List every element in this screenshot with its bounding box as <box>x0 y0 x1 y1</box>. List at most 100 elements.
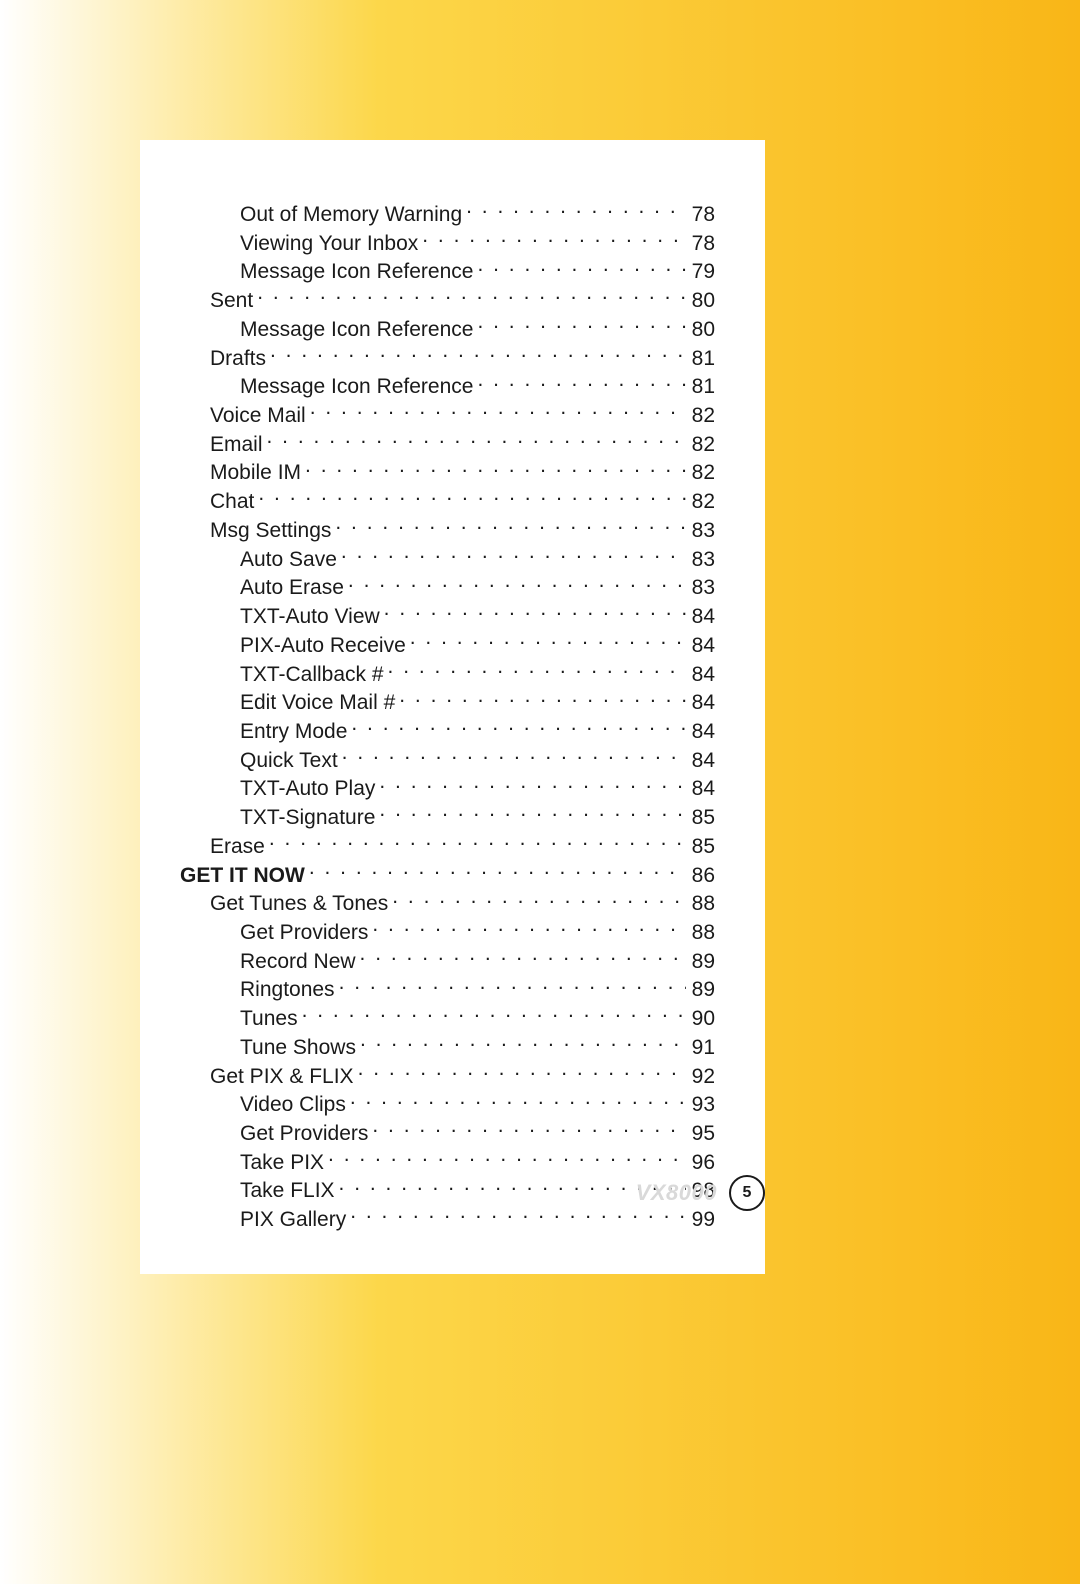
toc-page: 81 <box>686 345 715 373</box>
toc-leader <box>384 602 686 623</box>
toc-leader <box>360 947 686 968</box>
toc-row: TXT-Callback # 84 <box>180 660 715 689</box>
toc-page: 86 <box>686 862 715 890</box>
toc-leader <box>341 545 686 566</box>
toc-page: 82 <box>686 459 715 487</box>
toc-leader <box>466 200 686 221</box>
toc-label: Tunes <box>240 1005 302 1033</box>
toc-leader <box>258 487 685 508</box>
toc-leader <box>379 774 685 795</box>
toc-label: Email <box>210 431 267 459</box>
toc-row: GET IT NOW86 <box>180 861 715 890</box>
toc-row: Auto Erase 83 <box>180 573 715 602</box>
toc-row: Erase85 <box>180 832 715 861</box>
toc-leader <box>399 688 685 709</box>
toc-label: Auto Erase <box>240 574 348 602</box>
toc-leader <box>335 516 685 537</box>
toc-row: Get Providers 95 <box>180 1119 715 1148</box>
toc-label: Edit Voice Mail # <box>240 689 399 717</box>
toc-label: Out of Memory Warning <box>240 201 466 229</box>
toc-label: Video Clips <box>240 1091 350 1119</box>
toc-label: Message Icon Reference <box>240 373 477 401</box>
toc-page: 89 <box>686 976 715 1004</box>
toc-label: Entry Mode <box>240 718 351 746</box>
toc-row: Get Tunes & Tones88 <box>180 889 715 918</box>
toc-leader <box>309 861 686 882</box>
toc-row: PIX-Auto Receive 84 <box>180 631 715 660</box>
toc-row: Tune Shows 91 <box>180 1033 715 1062</box>
toc-row: Edit Voice Mail # 84 <box>180 688 715 717</box>
toc-row: TXT-Auto Play84 <box>180 774 715 803</box>
toc-row: Record New89 <box>180 947 715 976</box>
toc-row: Mobile IM82 <box>180 458 715 487</box>
toc-label: Get Tunes & Tones <box>210 890 392 918</box>
toc-label: PIX-Auto Receive <box>240 632 410 660</box>
toc-page: 78 <box>686 201 715 229</box>
toc-label: Message Icon Reference <box>240 316 477 344</box>
toc-row: Message Icon Reference79 <box>180 257 715 286</box>
toc-label: Sent <box>210 287 257 315</box>
toc-page: 91 <box>686 1034 715 1062</box>
toc-row: Ringtones 89 <box>180 975 715 1004</box>
toc-leader <box>372 1119 685 1140</box>
toc-page: 82 <box>686 402 715 430</box>
toc-leader <box>422 229 685 250</box>
toc-row: Get PIX & FLIX92 <box>180 1062 715 1091</box>
toc-page: 88 <box>686 919 715 947</box>
toc-label: Viewing Your Inbox <box>240 230 422 258</box>
toc-label: TXT-Signature <box>240 804 379 832</box>
toc-label: Voice Mail <box>210 402 310 430</box>
toc-label: Ringtones <box>240 976 339 1004</box>
toc-leader <box>477 372 685 393</box>
toc-leader <box>392 889 685 910</box>
toc-page: 83 <box>686 574 715 602</box>
toc-row: Quick Text84 <box>180 746 715 775</box>
toc-page: 96 <box>686 1149 715 1177</box>
toc-label: Quick Text <box>240 747 342 775</box>
toc-page: 89 <box>686 948 715 976</box>
toc-row: Viewing Your Inbox 78 <box>180 229 715 258</box>
toc-row: Out of Memory Warning 78 <box>180 200 715 229</box>
toc-leader <box>372 918 685 939</box>
toc-leader <box>360 1033 686 1054</box>
toc-row: Auto Save 83 <box>180 545 715 574</box>
toc-leader <box>477 257 685 278</box>
toc-leader <box>350 1090 686 1111</box>
toc-leader <box>342 746 686 767</box>
toc-label: Tune Shows <box>240 1034 360 1062</box>
toc-leader <box>328 1148 686 1169</box>
toc-page: 84 <box>686 718 715 746</box>
toc-page: 84 <box>686 632 715 660</box>
toc-page: 92 <box>686 1063 715 1091</box>
toc-leader <box>410 631 686 652</box>
toc-label: TXT-Auto View <box>240 603 384 631</box>
toc-leader <box>257 286 685 307</box>
toc-label: Auto Save <box>240 546 341 574</box>
toc-leader <box>351 717 685 738</box>
page-footer: VX8000 5 <box>140 1175 765 1211</box>
toc-leader <box>339 975 686 996</box>
toc-list: Out of Memory Warning78Viewing Your Inbo… <box>180 200 715 1234</box>
toc-page: 84 <box>686 661 715 689</box>
toc-row: Message Icon Reference81 <box>180 372 715 401</box>
toc-page: 84 <box>686 603 715 631</box>
toc-page: 95 <box>686 1120 715 1148</box>
toc-leader <box>310 401 686 422</box>
toc-row: Message Icon Reference80 <box>180 315 715 344</box>
toc-label: TXT-Callback # <box>240 661 388 689</box>
toc-label: Get Providers <box>240 1120 372 1148</box>
toc-page: 84 <box>686 689 715 717</box>
toc-row: Drafts81 <box>180 344 715 373</box>
toc-page: 78 <box>686 230 715 258</box>
toc-row: Tunes90 <box>180 1004 715 1033</box>
toc-row: Take PIX 96 <box>180 1148 715 1177</box>
toc-leader <box>302 1004 686 1025</box>
toc-leader <box>269 832 686 853</box>
toc-page: 83 <box>686 517 715 545</box>
toc-row: Video Clips93 <box>180 1090 715 1119</box>
toc-page: 83 <box>686 546 715 574</box>
toc-label: Take PIX <box>240 1149 328 1177</box>
toc-label: Message Icon Reference <box>240 258 477 286</box>
toc-row: Get Providers88 <box>180 918 715 947</box>
toc-label: Erase <box>210 833 269 861</box>
